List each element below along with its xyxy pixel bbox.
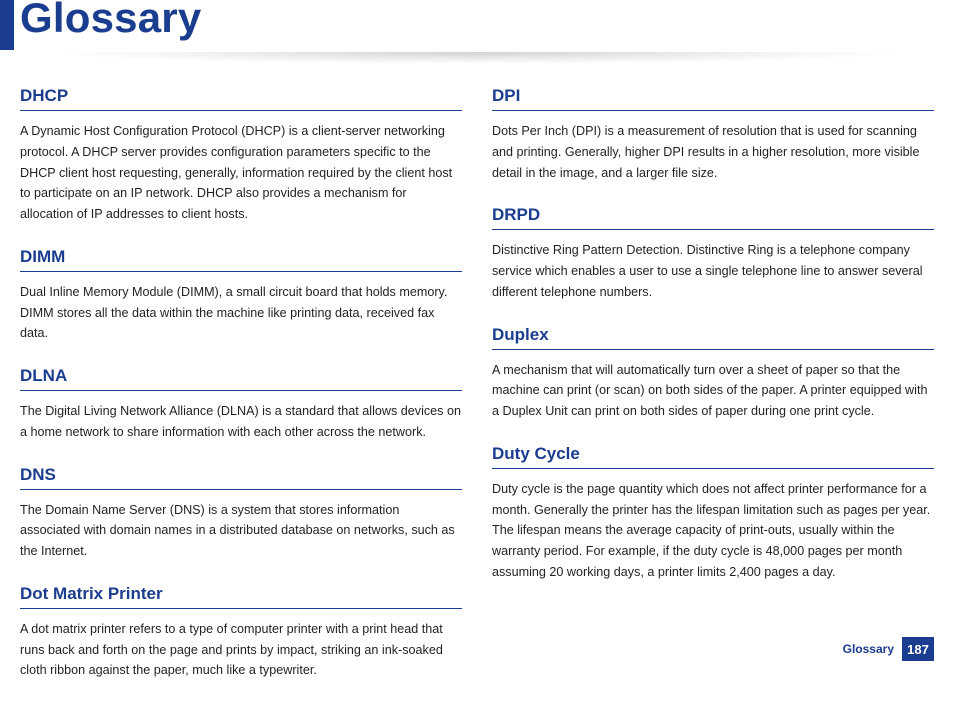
glossary-entry: Duplex A mechanism that will automatical… bbox=[492, 325, 934, 422]
glossary-entry: DPI Dots Per Inch (DPI) is a measurement… bbox=[492, 86, 934, 183]
page: Glossary DHCP A Dynamic Host Configurati… bbox=[0, 0, 954, 675]
page-number-badge: 187 bbox=[902, 637, 934, 661]
glossary-definition: Dots Per Inch (DPI) is a measurement of … bbox=[492, 121, 934, 183]
glossary-term: DLNA bbox=[20, 366, 462, 391]
column-right: DPI Dots Per Inch (DPI) is a measurement… bbox=[492, 86, 934, 703]
glossary-entry: DNS The Domain Name Server (DNS) is a sy… bbox=[20, 465, 462, 562]
columns: DHCP A Dynamic Host Configuration Protoc… bbox=[20, 86, 934, 703]
glossary-term: Duplex bbox=[492, 325, 934, 350]
glossary-term: DRPD bbox=[492, 205, 934, 230]
footer-section-label: Glossary bbox=[843, 642, 894, 656]
title-shadow bbox=[0, 52, 954, 70]
glossary-definition: A Dynamic Host Configuration Protocol (D… bbox=[20, 121, 462, 225]
glossary-term: DPI bbox=[492, 86, 934, 111]
glossary-entry: DHCP A Dynamic Host Configuration Protoc… bbox=[20, 86, 462, 225]
glossary-term: DIMM bbox=[20, 247, 462, 272]
glossary-definition: Dual Inline Memory Module (DIMM), a smal… bbox=[20, 282, 462, 344]
glossary-definition: A mechanism that will automatically turn… bbox=[492, 360, 934, 422]
glossary-entry: DLNA The Digital Living Network Alliance… bbox=[20, 366, 462, 443]
glossary-definition: Distinctive Ring Pattern Detection. Dist… bbox=[492, 240, 934, 302]
glossary-term: DHCP bbox=[20, 86, 462, 111]
glossary-entry: Duty Cycle Duty cycle is the page quanti… bbox=[492, 444, 934, 583]
title-bar: Glossary bbox=[20, 0, 934, 58]
title-accent-bar bbox=[0, 0, 14, 50]
glossary-entry: DIMM Dual Inline Memory Module (DIMM), a… bbox=[20, 247, 462, 344]
glossary-definition: A dot matrix printer refers to a type of… bbox=[20, 619, 462, 681]
glossary-term: Duty Cycle bbox=[492, 444, 934, 469]
glossary-term: Dot Matrix Printer bbox=[20, 584, 462, 609]
glossary-definition: Duty cycle is the page quantity which do… bbox=[492, 479, 934, 583]
footer: Glossary 187 bbox=[843, 637, 934, 661]
glossary-term: DNS bbox=[20, 465, 462, 490]
glossary-entry: Dot Matrix Printer A dot matrix printer … bbox=[20, 584, 462, 681]
column-left: DHCP A Dynamic Host Configuration Protoc… bbox=[20, 86, 462, 703]
glossary-definition: The Domain Name Server (DNS) is a system… bbox=[20, 500, 462, 562]
glossary-entry: DRPD Distinctive Ring Pattern Detection.… bbox=[492, 205, 934, 302]
page-title: Glossary bbox=[20, 0, 201, 42]
glossary-definition: The Digital Living Network Alliance (DLN… bbox=[20, 401, 462, 443]
